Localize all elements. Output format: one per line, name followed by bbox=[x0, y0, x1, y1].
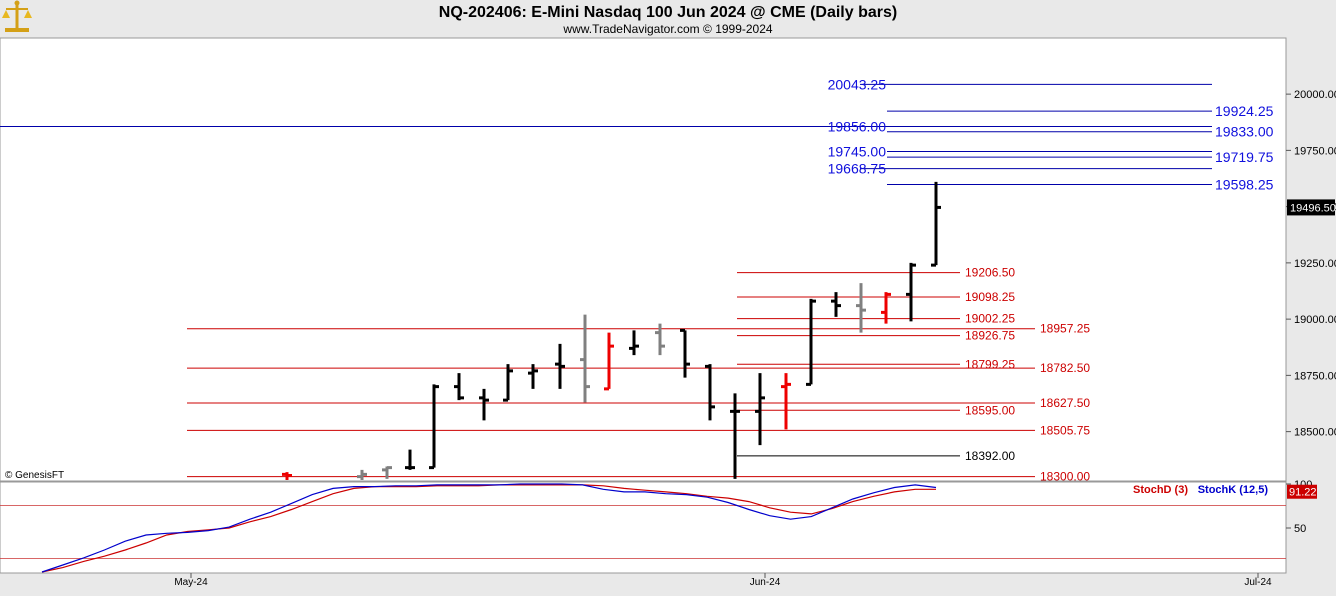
resistance-label: 19856.00 bbox=[828, 119, 887, 135]
ohlc-bar bbox=[781, 373, 791, 430]
ohlc-bar bbox=[282, 472, 292, 480]
ohlc-bar bbox=[730, 393, 740, 479]
ohlc-bar bbox=[382, 466, 392, 479]
chart-subtitle: www.TradeNavigator.com © 1999-2024 bbox=[562, 22, 772, 36]
ohlc-bar bbox=[655, 323, 665, 356]
resistance-label: 19719.75 bbox=[1215, 149, 1274, 165]
ohlc-bar bbox=[405, 449, 415, 470]
support-label: 18799.25 bbox=[965, 357, 1015, 371]
x-tick-label: Jun-24 bbox=[750, 577, 781, 588]
support-label: 18392.00 bbox=[965, 449, 1015, 463]
support-label: 18926.75 bbox=[965, 329, 1015, 343]
price-tick-label: 18500.00 bbox=[1294, 427, 1336, 439]
ohlc-bar bbox=[580, 314, 590, 403]
support-label: 19098.25 bbox=[965, 290, 1015, 304]
x-tick-label: Jul-24 bbox=[1244, 577, 1272, 588]
ohlc-bar bbox=[357, 469, 367, 480]
stochk-line bbox=[41, 483, 937, 573]
support-label: 18782.50 bbox=[1040, 361, 1090, 375]
price-tick-label: 19000.00 bbox=[1294, 314, 1336, 326]
ohlc-bar bbox=[931, 181, 941, 267]
support-label: 18957.25 bbox=[1040, 322, 1090, 336]
support-label: 18300.00 bbox=[1040, 470, 1090, 484]
resistance-label: 19598.25 bbox=[1215, 177, 1274, 193]
support-label: 18627.50 bbox=[1040, 396, 1090, 410]
scale-logo-icon bbox=[2, 0, 32, 32]
ohlc-bar bbox=[528, 364, 538, 389]
stochk-legend: StochK (12,5) bbox=[1198, 484, 1269, 496]
stochd-legend: StochD (3) bbox=[1133, 484, 1188, 496]
ohlc-bar bbox=[856, 283, 866, 333]
price-tick-label: 18750.00 bbox=[1294, 370, 1336, 382]
resistance-label: 19924.25 bbox=[1215, 103, 1274, 119]
ohlc-bar bbox=[479, 388, 489, 421]
chart-title: NQ-202406: E-Mini Nasdaq 100 Jun 2024 @ … bbox=[439, 4, 897, 21]
stoch-tick-label: 50 bbox=[1294, 523, 1306, 535]
support-label: 19206.50 bbox=[965, 266, 1015, 280]
ohlc-bar bbox=[454, 373, 464, 401]
resistance-label: 19833.00 bbox=[1215, 124, 1274, 140]
support-label: 19002.25 bbox=[965, 312, 1015, 326]
price-tick-label: 20000.00 bbox=[1294, 89, 1336, 101]
stoch-last-label: 91.22 bbox=[1289, 487, 1317, 499]
x-tick-label: May-24 bbox=[174, 577, 208, 588]
ohlc-bar bbox=[705, 364, 715, 421]
ohlc-bar bbox=[629, 330, 639, 356]
support-label: 18595.00 bbox=[965, 403, 1015, 417]
price-panel bbox=[0, 37, 1287, 482]
support-label: 18505.75 bbox=[1040, 423, 1090, 437]
resistance-label: 20043.25 bbox=[828, 76, 887, 92]
resistance-label: 19668.75 bbox=[828, 161, 887, 177]
ohlc-bar bbox=[881, 292, 891, 324]
price-tick-label: 19750.00 bbox=[1294, 145, 1336, 157]
stoch-last-box bbox=[1287, 484, 1317, 499]
ohlc-bar bbox=[604, 332, 614, 391]
ohlc-bar bbox=[429, 384, 439, 470]
stochastic-panel bbox=[0, 481, 1287, 574]
ohlc-bar bbox=[555, 343, 565, 389]
ohlc-bar bbox=[806, 298, 816, 386]
last-price-box bbox=[1287, 199, 1335, 216]
ohlc-bar bbox=[831, 292, 841, 317]
last-price-label: 19496.50 bbox=[1290, 202, 1336, 214]
price-tick-label: 19250.00 bbox=[1294, 258, 1336, 270]
ohlc-bar bbox=[755, 373, 765, 446]
watermark: © GenesisFT bbox=[5, 470, 64, 481]
ohlc-bar bbox=[503, 364, 513, 402]
ohlc-bar bbox=[680, 328, 690, 378]
ohlc-bar bbox=[906, 262, 916, 322]
resistance-label: 19745.00 bbox=[828, 144, 887, 160]
